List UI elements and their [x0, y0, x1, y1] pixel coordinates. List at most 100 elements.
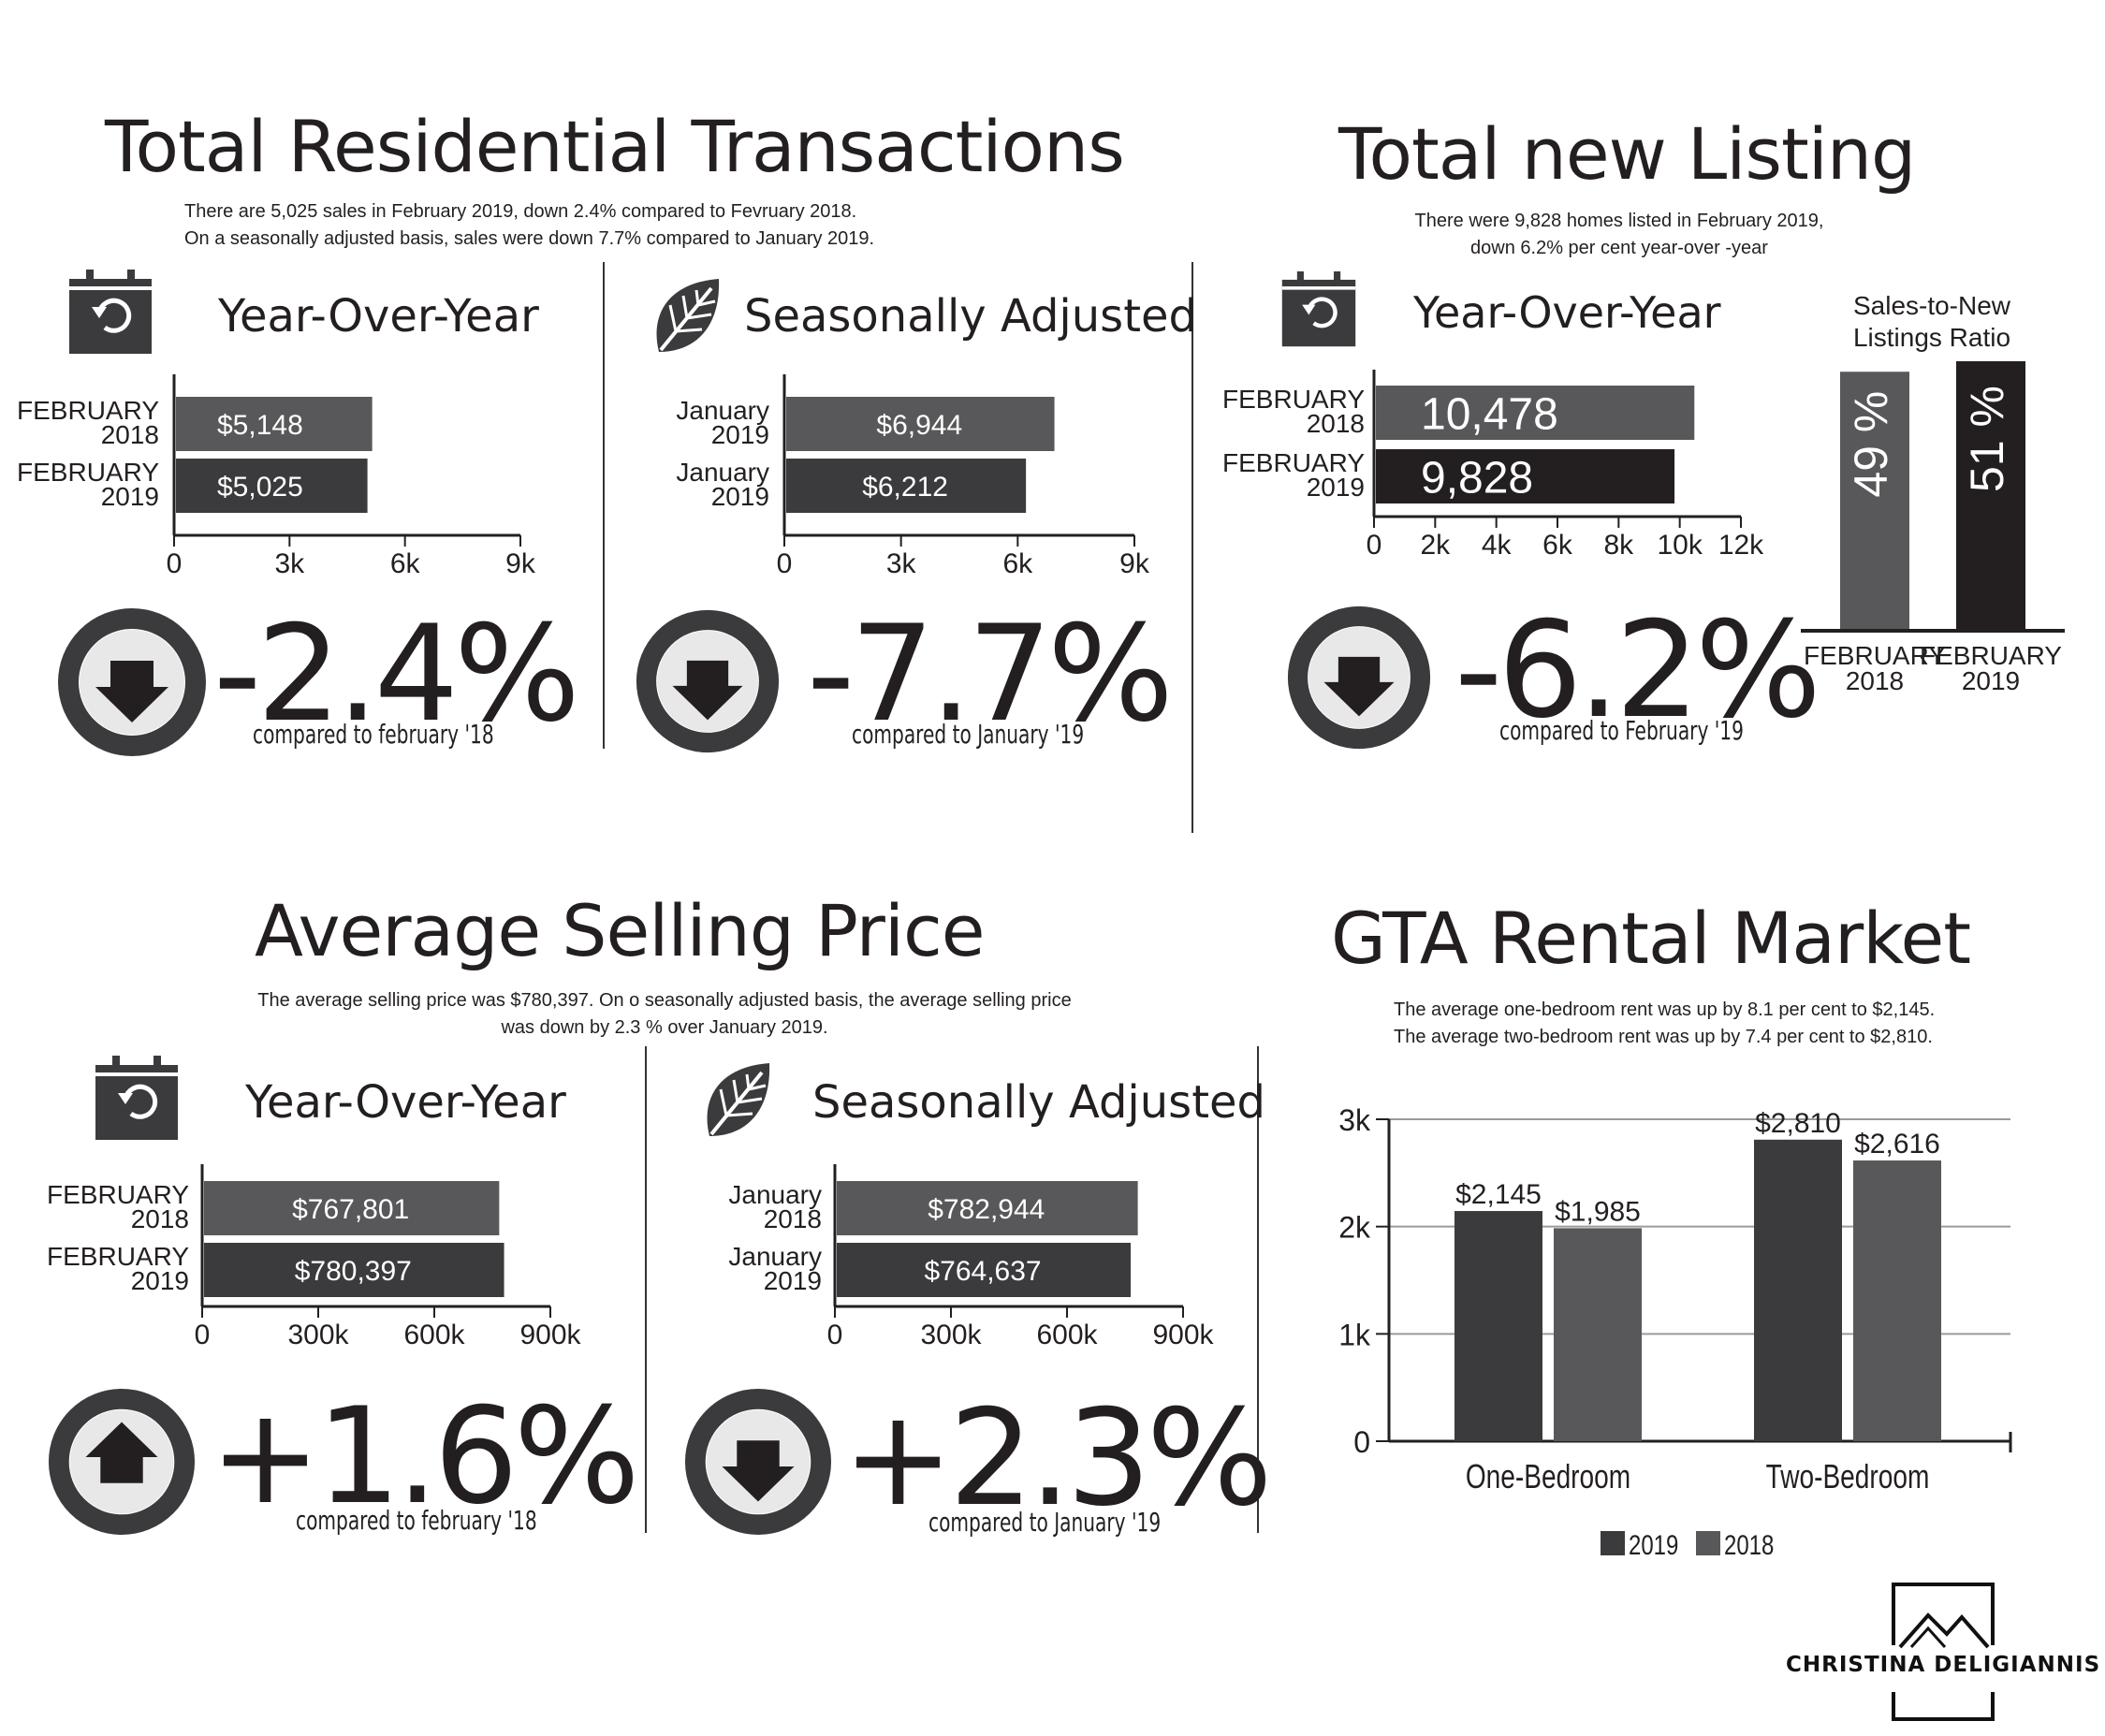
category-label: 2019 — [101, 482, 159, 511]
category-label: FEBRUARY — [47, 1180, 189, 1209]
price-desc-line2: was down by 2.3 % over January 2019. — [501, 1017, 828, 1038]
x-tick-label: 300k — [287, 1320, 349, 1350]
snlr-title: Listings Ratio — [1853, 323, 2010, 352]
category-label: 2018 — [131, 1204, 189, 1233]
x-tick-label: 0 — [827, 1320, 843, 1350]
snlr-title: Sales-to-New — [1853, 291, 2011, 320]
change-ring-down — [56, 606, 208, 763]
x-tick-label: 6k — [1542, 530, 1573, 561]
y-tick-label: 1k — [1338, 1318, 1371, 1351]
price-yoy-compare: compared to february '18 — [296, 1505, 537, 1536]
category-label: January — [728, 1180, 822, 1209]
x-tick-label: 4k — [1482, 530, 1513, 561]
x-tick-label: 0 — [777, 548, 793, 579]
snlr-value-label: 49 % — [1845, 391, 1897, 498]
x-tick-label: 9k — [1119, 548, 1150, 579]
arrow-up-icon — [85, 1422, 158, 1483]
calendar-refresh-icon — [94, 1056, 180, 1146]
bar — [204, 1243, 504, 1297]
x-tick-label: 0 — [167, 548, 183, 579]
bar-value-label: $6,944 — [876, 410, 962, 441]
x-tick-label: 9k — [505, 548, 536, 579]
transactions-sa-compare: compared to January '19 — [852, 719, 1085, 750]
x-tick-label: 6k — [1002, 548, 1033, 579]
listing-change: -6.2% — [1454, 593, 1821, 748]
x-tick-label: 6k — [390, 548, 421, 579]
legend-swatch — [1601, 1531, 1625, 1555]
price-desc-line1: The average selling price was $780,397. … — [257, 990, 1072, 1011]
snlr-category-label: 2018 — [1846, 666, 1904, 695]
x-tick-label: 3k — [886, 548, 917, 579]
transactions-sa-change: -7.7% — [807, 597, 1174, 751]
change-ring-down — [683, 1387, 833, 1541]
price-sa-change: +2.3% — [842, 1381, 1273, 1536]
snlr-bar — [1956, 361, 2025, 629]
bar — [176, 397, 373, 451]
rental-desc-line2: The average two-bedroom rent was up by 7… — [1394, 1027, 1933, 1047]
bar-value-label: 9,828 — [1421, 453, 1533, 503]
bar — [204, 1181, 500, 1235]
bar — [1376, 449, 1675, 503]
rental-bar — [1554, 1228, 1642, 1441]
house-logo-icon — [1891, 1582, 1995, 1727]
rental-bar — [1454, 1211, 1542, 1441]
transactions-sa-label: Seasonally Adjusted — [744, 290, 1198, 343]
category-label: FEBRUARY — [17, 396, 159, 425]
bar-value-label: $780,397 — [295, 1256, 412, 1287]
category-label: FEBRUARY — [1222, 385, 1365, 414]
rental-value-label: $2,616 — [1854, 1129, 1940, 1160]
rental-category-label: Two-Bedroom — [1766, 1458, 1930, 1495]
arrow-down-icon — [722, 1440, 795, 1502]
bar-value-label: $764,637 — [924, 1256, 1041, 1287]
x-tick-label: 600k — [403, 1320, 465, 1350]
listing-desc-line2: down 6.2% per cent year-over -year — [1470, 238, 1768, 258]
category-label: FEBRUARY — [17, 458, 159, 487]
leaf-icon — [700, 1061, 773, 1145]
category-label: January — [676, 396, 769, 425]
y-tick-label: 0 — [1353, 1425, 1370, 1459]
rental-value-label: $2,145 — [1455, 1179, 1542, 1210]
rental-title: GTA Rental Market — [1331, 897, 1971, 980]
price-yoy-label: Year-Over-Year — [245, 1076, 566, 1129]
transactions-title: Total Residential Transactions — [105, 105, 1125, 188]
price-yoy-change: +1.6% — [210, 1379, 640, 1534]
x-tick-label: 12k — [1718, 530, 1764, 561]
bar — [786, 459, 1027, 513]
price-sa-compare: compared to January '19 — [928, 1507, 1162, 1538]
category-label: 2019 — [711, 420, 769, 449]
price-title: Average Selling Price — [255, 889, 986, 972]
legend-swatch — [1696, 1531, 1720, 1555]
listing-title: Total new Listing — [1338, 112, 1916, 196]
x-tick-label: 0 — [195, 1320, 211, 1350]
x-tick-label: 300k — [920, 1320, 982, 1350]
category-label: FEBRUARY — [47, 1242, 189, 1271]
y-tick-label: 2k — [1338, 1211, 1371, 1245]
legend-label: 2018 — [1724, 1528, 1774, 1560]
x-tick-label: 900k — [1152, 1320, 1214, 1350]
bar — [176, 459, 368, 513]
bar-value-label: $767,801 — [292, 1194, 409, 1225]
bar — [837, 1243, 1132, 1297]
divider-top-sections — [1191, 262, 1193, 833]
bar-value-label: $5,025 — [217, 472, 303, 503]
transactions-desc-line2: On a seasonally adjusted basis, sales we… — [184, 228, 875, 249]
arrow-down-icon — [672, 660, 743, 721]
transactions-yoy-compare: compared to february '18 — [253, 719, 494, 750]
change-ring-up — [47, 1387, 197, 1541]
category-label: 2018 — [764, 1204, 822, 1233]
rental-value-label: $1,985 — [1555, 1196, 1641, 1227]
rental-category-label: One-Bedroom — [1466, 1458, 1630, 1495]
category-label: January — [728, 1242, 822, 1271]
bar — [837, 1181, 1138, 1235]
bar-value-label: 10,478 — [1421, 389, 1558, 439]
category-label: 2018 — [1307, 409, 1365, 438]
snlr-value-label: 51 % — [1961, 386, 2013, 492]
rental-bar — [1853, 1160, 1941, 1441]
bar-value-label: $782,944 — [928, 1194, 1045, 1225]
bar-value-label: $5,148 — [217, 410, 303, 441]
change-ring-down — [1286, 605, 1432, 755]
x-tick-label: 2k — [1420, 530, 1451, 561]
bar — [1376, 386, 1695, 440]
category-label: January — [676, 458, 769, 487]
